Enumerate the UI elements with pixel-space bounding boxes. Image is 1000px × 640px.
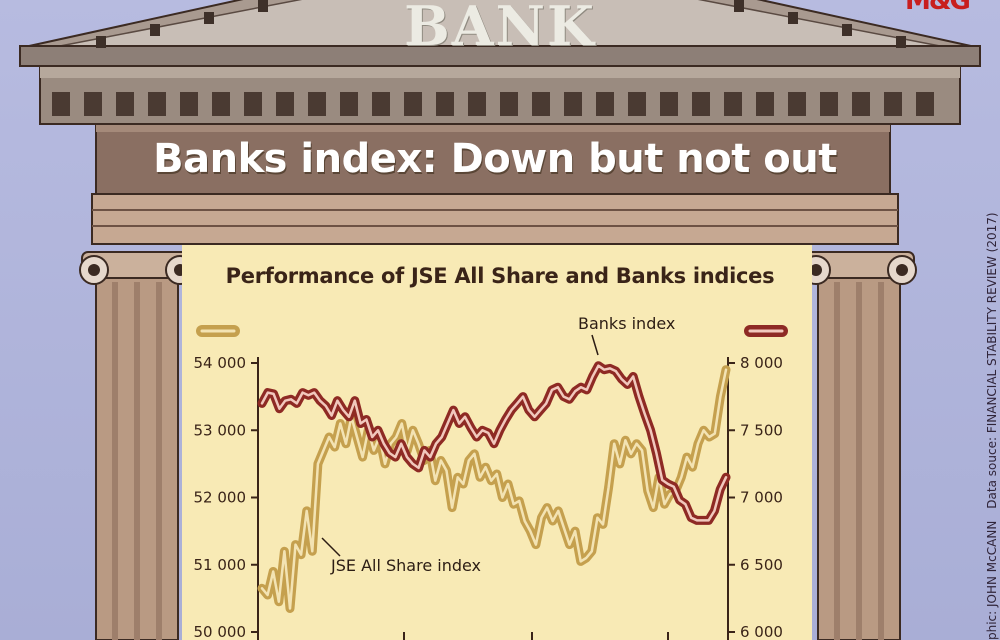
all-share-annotation-leader — [321, 537, 341, 557]
dentils — [52, 92, 934, 116]
right-tick-label: 7 000 — [740, 489, 783, 507]
banks-index-annotation: Banks index — [578, 314, 675, 333]
chart-ticks: 50 000 51 000 52 000 53 000 54 000 6 000 6 500… — [194, 354, 783, 640]
right-tick-label: 7 500 — [740, 421, 783, 439]
chart-title: Performance of JSE All Share and Banks i… — [225, 264, 775, 288]
chart-annotations: Banks index JSE All Share index — [321, 314, 675, 575]
right-tick-label: 8 000 — [740, 354, 783, 372]
all-share-line-highlight — [260, 368, 728, 610]
publisher-logo: M&G — [905, 0, 971, 16]
pediment-brackets — [96, 0, 906, 48]
banks-annotation-leader — [591, 334, 599, 356]
right-tick-label: 6 000 — [740, 623, 783, 640]
left-tick-label: 53 000 — [194, 421, 247, 439]
left-tick-label: 50 000 — [194, 623, 247, 640]
left-tick-label: 54 000 — [194, 354, 247, 372]
graphic-credit: phic: JOHN McCANN — [985, 520, 999, 640]
data-source: Data souce: FINANCIAL STABILITY REVIEW (… — [985, 212, 999, 509]
all-share-annotation: JSE All Share index — [330, 556, 481, 575]
chart-lines — [257, 361, 731, 613]
bank-sign: BANK — [404, 0, 596, 58]
chart-legend — [196, 325, 788, 337]
left-tick-label: 52 000 — [194, 489, 247, 507]
left-tick-label: 51 000 — [194, 556, 247, 574]
banks-line-highlight — [260, 364, 728, 522]
credit-line: phic: JOHN McCANN Data souce: FINANCIAL S… — [985, 212, 999, 640]
right-tick-label: 6 500 — [740, 556, 783, 574]
title-frieze — [95, 123, 891, 195]
banner-title: Banks index: Down but not out — [153, 136, 837, 182]
